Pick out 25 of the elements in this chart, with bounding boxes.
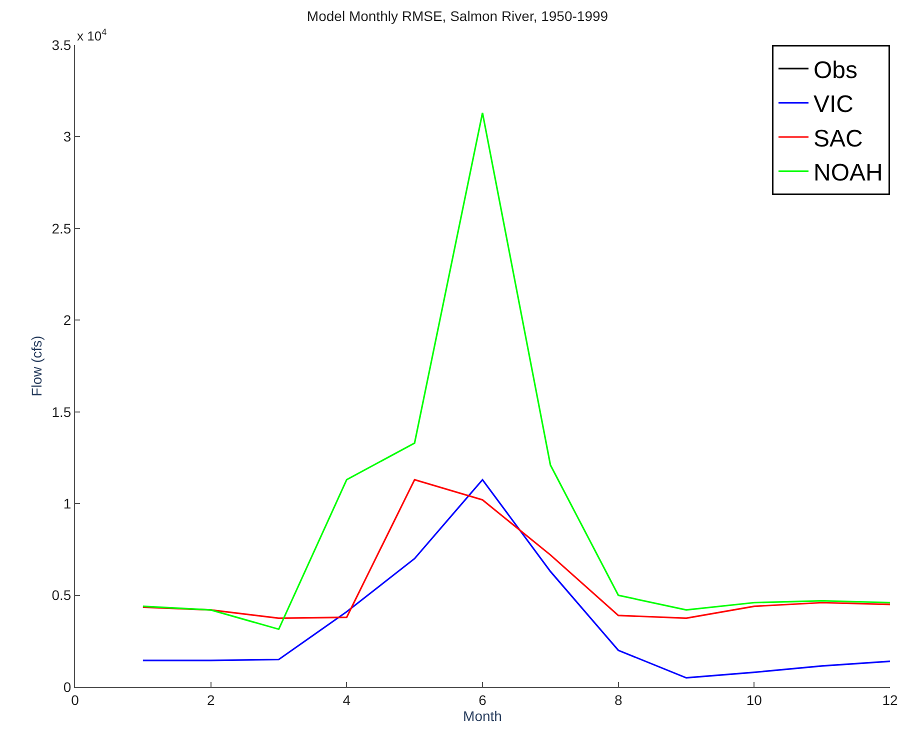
line-series xyxy=(142,478,890,679)
text: x 10$^{4}$ xyxy=(77,27,107,44)
legend-label: SAC xyxy=(814,125,863,152)
chart-title: Model Monthly RMSE, Salmon River, 1950-1999 xyxy=(306,8,608,24)
y-tick-label: 0.5 xyxy=(52,587,72,604)
y-tick-label: 1 xyxy=(63,495,72,512)
y-tick-label: 3.5 xyxy=(52,36,72,53)
x-axis-title: Month xyxy=(463,708,502,724)
x-tick-label: 2 xyxy=(206,692,215,708)
x-tick-label: 12 xyxy=(882,692,898,708)
y-tick-label: 1.5 xyxy=(52,404,72,420)
y-axis-title: Flow (cfs) xyxy=(28,336,44,396)
y-tick-label: 2 xyxy=(63,312,72,328)
line-series xyxy=(142,112,890,630)
legend-label: NOAH xyxy=(814,160,883,187)
line-series xyxy=(142,478,890,620)
y-tick-label: 0 xyxy=(63,678,72,695)
legend-label: VIC xyxy=(814,91,854,118)
y-tick-label: 2.5 xyxy=(52,220,72,236)
legend-label: Obs xyxy=(814,56,858,84)
y-tick-label: 3 xyxy=(63,128,72,145)
x-tick-label: 8 xyxy=(614,692,622,708)
x-tick-label: 6 xyxy=(478,692,487,708)
x-tick-label: 10 xyxy=(746,692,762,708)
x-tick-label: 4 xyxy=(342,692,351,708)
